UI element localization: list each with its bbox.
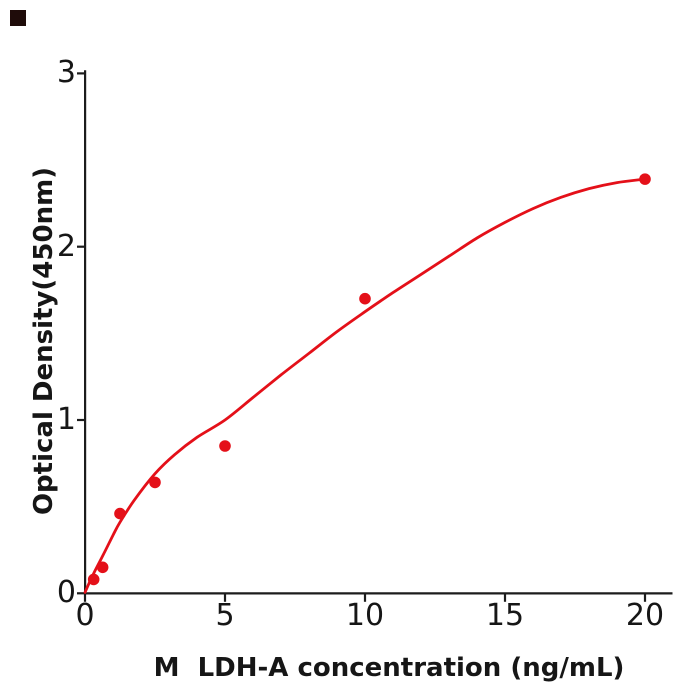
y-axis-title: Optical Density(450nm)	[29, 166, 59, 516]
y-tick-label: 0	[56, 575, 76, 611]
x-tick-label: 0	[75, 597, 95, 633]
x-tick-label: 20	[625, 597, 665, 633]
x-tick-label: 10	[345, 597, 385, 633]
y-tick-label: 1	[56, 402, 76, 437]
data-point	[639, 173, 651, 185]
data-point	[114, 507, 126, 520]
corner-mark	[10, 10, 26, 26]
x-tick-label: 15	[485, 597, 525, 633]
x-tick-label: 5	[215, 597, 235, 633]
data-point	[96, 561, 109, 574]
data-point	[87, 573, 100, 586]
data-point	[359, 292, 371, 305]
x-axis-title: M LDH-A concentration (ng/mL)	[153, 653, 625, 683]
data-point	[219, 440, 231, 452]
data-point	[149, 476, 161, 489]
y-tick-label: 2	[56, 228, 76, 264]
fit-curve	[83, 177, 647, 594]
y-tick-label: 3	[56, 55, 76, 91]
